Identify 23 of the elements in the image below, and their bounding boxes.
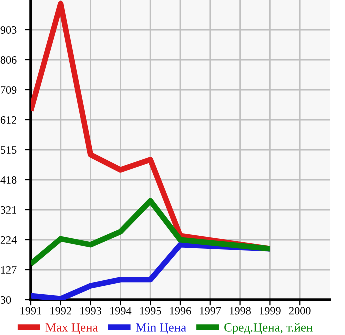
x-tick-label: 1991 <box>20 307 42 315</box>
y-tick-label: 30 <box>0 296 12 304</box>
y-tick-label: 709 <box>1 86 17 94</box>
x-tick-label: 1996 <box>170 307 192 315</box>
x-tick-label: 1997 <box>200 307 222 315</box>
y-tick-label: 418 <box>0 176 17 184</box>
x-tick-label: 1999 <box>260 307 281 315</box>
y-tick-label: 321 <box>0 206 16 214</box>
y-tick-label: 515 <box>1 146 17 154</box>
x-tick-label: 1994 <box>110 307 132 315</box>
x-tick-label: 1992 <box>50 307 72 315</box>
legend-label: Min Цена <box>136 323 186 334</box>
legend-label: Сред.Цена, т.йен <box>224 323 313 334</box>
x-tick-label: 1995 <box>140 307 162 315</box>
x-tick-label: 1998 <box>230 307 251 315</box>
y-tick-label: 612 <box>0 116 16 124</box>
y-tick-label: 224 <box>0 236 17 244</box>
y-tick-label: 127 <box>1 266 17 274</box>
y-tick-label: 903 <box>0 26 17 34</box>
x-tick-label: 1993 <box>80 307 102 315</box>
x-tick-label: 2000 <box>289 307 311 315</box>
legend-label: Max Цена <box>46 324 98 334</box>
y-tick-label: 806 <box>0 56 17 64</box>
